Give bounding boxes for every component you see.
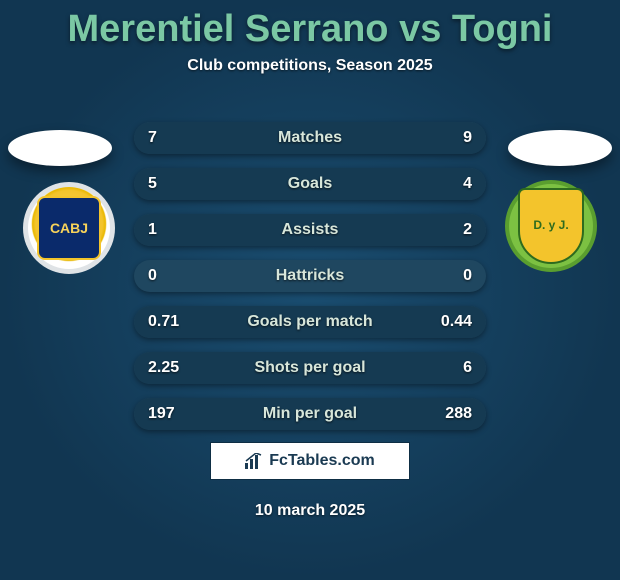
source-box: FcTables.com	[210, 442, 410, 480]
stat-label: Assists	[134, 214, 486, 246]
team-badge-right-label: D. y J.	[518, 188, 584, 264]
stat-label: Matches	[134, 122, 486, 154]
source-label: FcTables.com	[269, 452, 375, 470]
stat-label: Goals per match	[134, 306, 486, 338]
team-badge-left-label: CABJ	[37, 196, 101, 260]
stat-row: 2.256Shots per goal	[134, 352, 486, 384]
stat-row: 54Goals	[134, 168, 486, 200]
stat-row: 79Matches	[134, 122, 486, 154]
team-badge-left: CABJ	[23, 182, 115, 274]
team-badge-right: D. y J.	[505, 180, 597, 272]
date-label: 10 march 2025	[0, 502, 620, 520]
chart-icon	[245, 453, 263, 469]
stat-row: 0.710.44Goals per match	[134, 306, 486, 338]
stat-label: Goals	[134, 168, 486, 200]
stat-label: Hattricks	[134, 260, 486, 292]
stat-label: Min per goal	[134, 398, 486, 430]
player-right-oval	[508, 130, 612, 166]
stats-panel: 79Matches 54Goals 12Assists 00Hattricks 0.71…	[134, 122, 486, 444]
stat-row: 12Assists	[134, 214, 486, 246]
subtitle: Club competitions, Season 2025	[0, 57, 620, 75]
stat-row: 197288Min per goal	[134, 398, 486, 430]
stat-label: Shots per goal	[134, 352, 486, 384]
player-left-oval	[8, 130, 112, 166]
infographic-container: Merentiel Serrano vs Togni Club competit…	[0, 0, 620, 580]
title: Merentiel Serrano vs Togni	[0, 0, 620, 51]
stat-row: 00Hattricks	[134, 260, 486, 292]
